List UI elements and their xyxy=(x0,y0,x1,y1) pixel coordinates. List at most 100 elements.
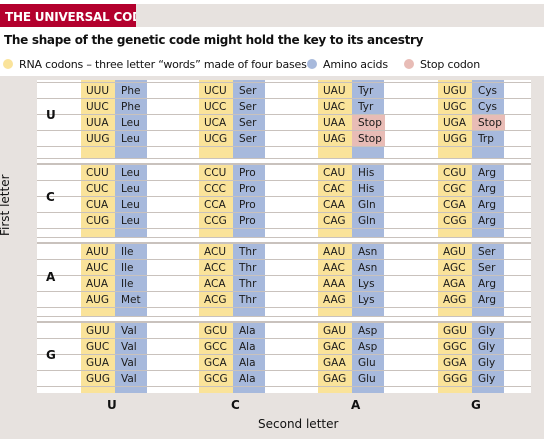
row-divider xyxy=(37,164,531,165)
amino-acid-label: Gly xyxy=(478,341,496,353)
amino-acid-label: Ala xyxy=(239,341,256,353)
codon-label: GUG xyxy=(86,373,110,385)
codon-label: GGG xyxy=(443,373,468,385)
legend-item-amino: Amino acids xyxy=(307,56,388,72)
codon-label: UCA xyxy=(204,117,227,129)
codon-label: CCG xyxy=(204,215,227,227)
amino-acid-label: Ile xyxy=(121,246,134,258)
stop-label: Stop xyxy=(358,117,382,129)
codon-label: CUC xyxy=(86,183,109,195)
first-letter-axis-label: First letter xyxy=(0,174,12,236)
subtitle: The shape of the genetic code might hold… xyxy=(4,33,424,47)
amino-acid-label: Gly xyxy=(478,325,496,337)
amino-acid-label: Pro xyxy=(239,167,256,179)
first-letter-label: C xyxy=(46,190,55,204)
amino-acid-label: Pro xyxy=(239,215,256,227)
codon-label: AUU xyxy=(86,246,109,258)
stop-codon-highlight xyxy=(352,130,385,146)
amino-acid-label: Arg xyxy=(478,278,496,290)
amino-acid-label: Arg xyxy=(478,294,496,306)
title-bar-extension xyxy=(136,4,544,27)
row-divider xyxy=(37,114,531,115)
codon-column xyxy=(199,80,233,393)
codon-label: UAA xyxy=(323,117,346,129)
codon-label: CUG xyxy=(86,215,110,227)
row-divider xyxy=(37,275,531,276)
amino-acid-label: Cys xyxy=(478,85,498,97)
amino-acid-label: Ser xyxy=(478,262,496,274)
amino-acid-label: His xyxy=(358,167,375,179)
amino-acid-column xyxy=(472,80,504,393)
codon-label: AAA xyxy=(323,278,346,290)
amino-acid-label: Lys xyxy=(358,294,375,306)
codon-label: ACA xyxy=(204,278,226,290)
codon-label: CCC xyxy=(204,183,226,195)
codon-label: CGU xyxy=(443,167,467,179)
codon-label: AUA xyxy=(86,278,109,290)
amino-acid-label: Ile xyxy=(121,262,134,274)
row-divider xyxy=(37,196,531,197)
codon-label: CGC xyxy=(443,183,466,195)
stop-codon-highlight xyxy=(472,114,505,130)
amino-acid-column xyxy=(115,80,147,393)
stop-codon-highlight xyxy=(352,114,385,130)
row-divider xyxy=(37,370,531,371)
amino-acid-label: Gln xyxy=(358,199,376,211)
row-divider xyxy=(37,354,531,355)
amino-acid-label: Ser xyxy=(239,133,257,145)
amino-acid-label: Gly xyxy=(478,373,496,385)
legend-swatch-amino xyxy=(307,59,317,69)
codon-label: AUG xyxy=(86,294,110,306)
amino-acid-label: Glu xyxy=(358,373,376,385)
codon-label: CGA xyxy=(443,199,466,211)
row-divider xyxy=(37,259,531,260)
row-divider xyxy=(37,338,531,339)
second-letter-axis-label: Second letter xyxy=(258,417,339,431)
codon-label: CUU xyxy=(86,167,109,179)
codon-label: CAU xyxy=(323,167,346,179)
amino-acid-label: Leu xyxy=(121,199,140,211)
codon-label: GCA xyxy=(204,357,227,369)
amino-acid-label: Gln xyxy=(358,215,376,227)
amino-acid-label: Asn xyxy=(358,262,378,274)
codon-label: UAC xyxy=(323,101,346,113)
codon-label: UGU xyxy=(443,85,467,97)
codon-label: UCU xyxy=(204,85,227,97)
codon-label: UAG xyxy=(323,133,346,145)
amino-acid-label: Val xyxy=(121,357,137,369)
codon-label: ACU xyxy=(204,246,227,258)
codon-label: GGA xyxy=(443,357,467,369)
codon-label: UUA xyxy=(86,117,109,129)
codon-label: GCC xyxy=(204,341,227,353)
row-divider xyxy=(37,212,531,213)
amino-acid-label: Cys xyxy=(478,101,498,113)
amino-acid-label: Val xyxy=(121,341,137,353)
row-divider xyxy=(37,130,531,131)
row-divider xyxy=(37,291,531,292)
codon-label: GUU xyxy=(86,325,110,337)
amino-acid-label: Phe xyxy=(121,85,141,97)
codon-label: GGC xyxy=(443,341,467,353)
codon-label: AGC xyxy=(443,262,466,274)
row-divider xyxy=(37,228,531,229)
block-gap xyxy=(37,237,531,243)
codon-label: AAC xyxy=(323,262,345,274)
stop-label: Stop xyxy=(358,133,382,145)
codon-label: GGU xyxy=(443,325,467,337)
amino-acid-label: Trp xyxy=(478,133,494,145)
codon-label: AGU xyxy=(443,246,466,258)
codon-label: GAG xyxy=(323,373,347,385)
codon-label: CAC xyxy=(323,183,345,195)
first-letter-label: G xyxy=(46,348,56,362)
block-gap xyxy=(37,316,531,322)
amino-acid-label: Leu xyxy=(121,167,140,179)
amino-acid-label: Ala xyxy=(239,325,256,337)
codon-column xyxy=(318,80,352,393)
codon-label: GAC xyxy=(323,341,346,353)
codon-label: GCG xyxy=(204,373,228,385)
stop-label: Stop xyxy=(478,117,502,129)
codon-column xyxy=(438,80,472,393)
amino-acid-label: Gly xyxy=(478,357,496,369)
second-letter-label: U xyxy=(107,398,117,412)
amino-acid-label: Asp xyxy=(358,341,378,353)
